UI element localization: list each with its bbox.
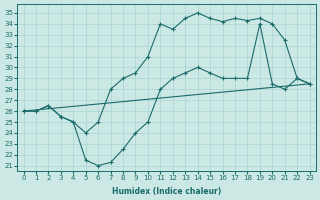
X-axis label: Humidex (Indice chaleur): Humidex (Indice chaleur) [112, 187, 221, 196]
